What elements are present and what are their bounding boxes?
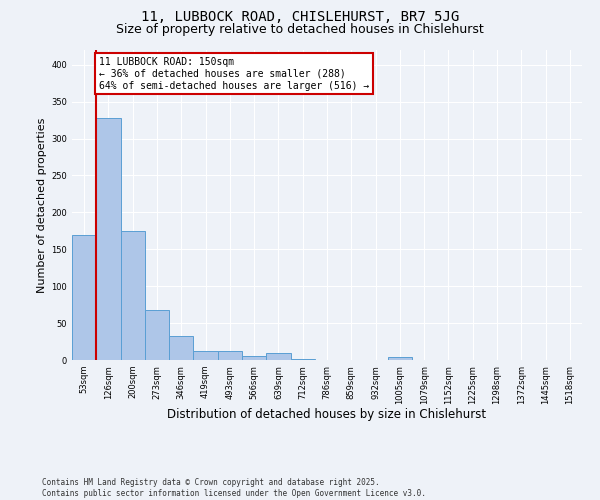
Y-axis label: Number of detached properties: Number of detached properties xyxy=(37,118,47,292)
Text: Size of property relative to detached houses in Chislehurst: Size of property relative to detached ho… xyxy=(116,22,484,36)
Bar xyxy=(72,234,96,360)
Bar xyxy=(145,310,169,360)
Text: 11, LUBBOCK ROAD, CHISLEHURST, BR7 5JG: 11, LUBBOCK ROAD, CHISLEHURST, BR7 5JG xyxy=(141,10,459,24)
Bar xyxy=(266,352,290,360)
Bar xyxy=(96,118,121,360)
X-axis label: Distribution of detached houses by size in Chislehurst: Distribution of detached houses by size … xyxy=(167,408,487,421)
Bar xyxy=(121,231,145,360)
Bar xyxy=(218,351,242,360)
Bar xyxy=(290,358,315,360)
Bar xyxy=(169,336,193,360)
Text: Contains HM Land Registry data © Crown copyright and database right 2025.
Contai: Contains HM Land Registry data © Crown c… xyxy=(42,478,426,498)
Bar xyxy=(388,357,412,360)
Text: 11 LUBBOCK ROAD: 150sqm
← 36% of detached houses are smaller (288)
64% of semi-d: 11 LUBBOCK ROAD: 150sqm ← 36% of detache… xyxy=(99,58,369,90)
Bar xyxy=(193,351,218,360)
Bar xyxy=(242,356,266,360)
